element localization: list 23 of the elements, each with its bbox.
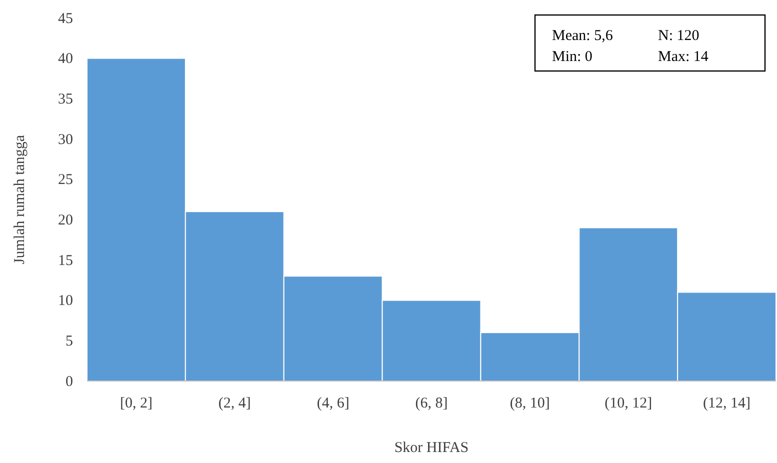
x-tick-label: (2, 4] xyxy=(218,396,251,412)
y-tick-label: 45 xyxy=(58,10,73,27)
x-axis-title: Skor HIFAS xyxy=(394,440,469,456)
x-tick-label: (4, 6] xyxy=(316,396,350,412)
x-tick-label: [0, 2] xyxy=(120,396,152,412)
x-tick-label: (6, 8] xyxy=(415,396,448,412)
y-axis-title: Jumlah rumah tangga xyxy=(12,134,28,264)
y-tick-label: 0 xyxy=(66,374,73,390)
annotation: N: 120 xyxy=(658,28,700,44)
x-tick-label: (12, 14] xyxy=(703,396,751,412)
y-tick-label: 10 xyxy=(58,293,73,310)
y-tick-label: 25 xyxy=(58,172,73,188)
x-tick-label: (8, 10] xyxy=(510,396,550,412)
annotation: Min: 0 xyxy=(552,49,592,65)
y-tick-label: 20 xyxy=(58,212,73,228)
annotation: Mean: 5,6 xyxy=(552,28,614,44)
y-tick-label: 35 xyxy=(58,91,73,108)
y-tick-label: 30 xyxy=(58,132,73,148)
y-tick-label: 5 xyxy=(66,333,73,350)
x-tick-label: (10, 12] xyxy=(604,396,652,412)
annotation: Max: 14 xyxy=(658,49,709,65)
y-tick-label: 15 xyxy=(58,252,73,269)
y-tick-label: 40 xyxy=(58,51,73,68)
